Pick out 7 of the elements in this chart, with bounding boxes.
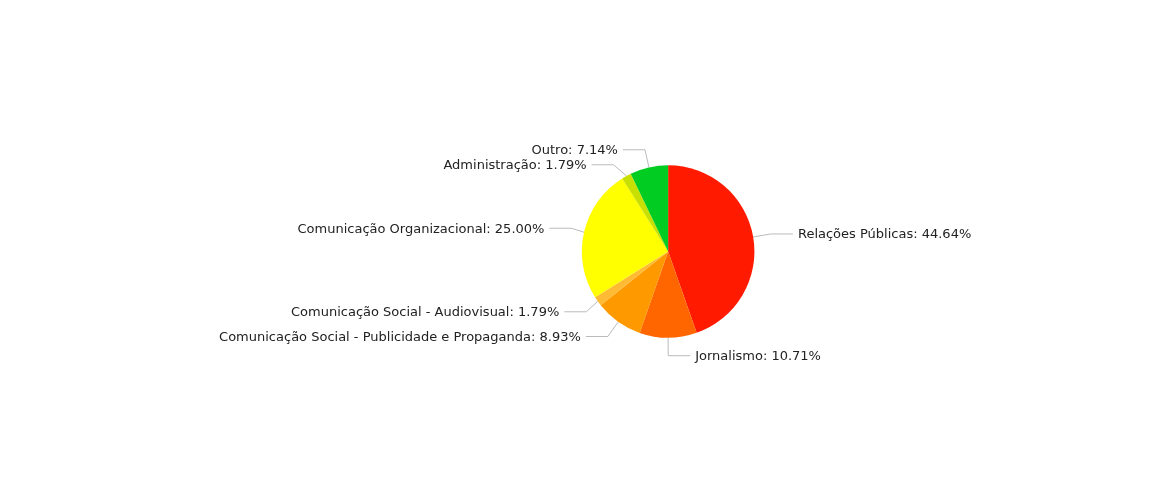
slice-label: Administração: 1.79%	[443, 157, 587, 173]
slice-label: Comunicação Organizacional: 25.00%	[297, 220, 545, 236]
slice-label: Jornalismo: 10.71%	[694, 348, 821, 364]
slice-label: Comunicação Social - Publicidade e Propaganda: 8.93%	[219, 329, 581, 344]
slice-label: Relações Públicas: 44.64%	[797, 226, 972, 242]
slice-label: Outro: 7.14%	[531, 142, 618, 158]
slice-label: Comunicação Social - Audiovisual: 1.79%	[291, 304, 560, 320]
